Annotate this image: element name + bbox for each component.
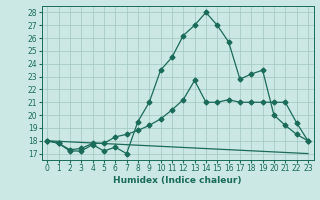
X-axis label: Humidex (Indice chaleur): Humidex (Indice chaleur) [113,176,242,185]
